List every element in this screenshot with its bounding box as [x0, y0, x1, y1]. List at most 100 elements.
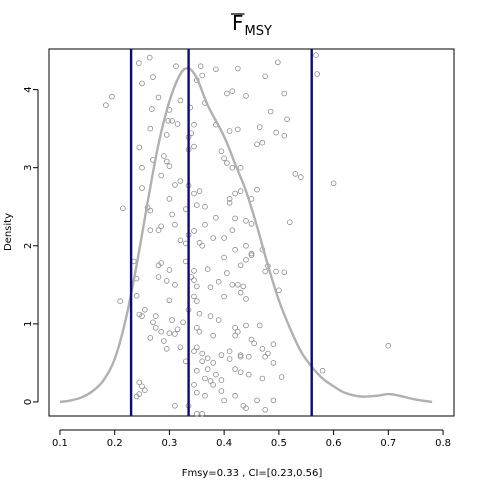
data-point — [262, 406, 269, 413]
data-point — [224, 160, 230, 166]
data-point — [210, 360, 217, 366]
data-point — [256, 322, 263, 329]
data-point — [146, 54, 153, 61]
data-point — [237, 164, 244, 171]
data-point — [237, 188, 244, 194]
data-point — [221, 293, 227, 300]
y-tick-label: 0 — [23, 399, 34, 405]
data-point — [163, 278, 170, 284]
data-point — [297, 174, 304, 180]
data-point — [292, 171, 299, 177]
data-point — [221, 254, 227, 261]
data-point — [194, 324, 200, 331]
data-point — [180, 319, 186, 326]
data-point — [109, 93, 115, 100]
data-point — [103, 102, 109, 108]
data-point — [177, 178, 184, 184]
data-point — [385, 342, 392, 349]
data-point — [199, 358, 206, 365]
data-point — [273, 268, 279, 275]
data-point — [191, 293, 197, 300]
data-point — [196, 328, 203, 335]
data-point — [254, 397, 260, 404]
data-point — [229, 281, 236, 288]
data-point — [243, 405, 249, 412]
data-point — [133, 393, 140, 400]
data-point — [243, 93, 249, 99]
data-point — [232, 324, 238, 331]
data-point — [199, 72, 206, 79]
data-point — [147, 207, 154, 214]
data-point — [142, 306, 148, 313]
data-point — [199, 410, 206, 417]
data-point — [235, 281, 241, 288]
data-point — [173, 63, 179, 69]
data-point — [313, 52, 319, 58]
chart-title: F MSY — [231, 11, 272, 39]
data-point — [136, 144, 143, 151]
x-axis: 0.1 0.2 0.3 0.4 0.5 0.6 0.7 0.8 — [52, 429, 451, 449]
data-point — [270, 341, 277, 348]
data-point — [197, 63, 204, 69]
data-point — [177, 237, 184, 244]
data-point — [210, 332, 217, 339]
x-axis-label: Fmsy=0.33 , CI=[0.23,0.56] — [182, 468, 323, 479]
data-point — [256, 124, 263, 130]
x-tick-label: 0.1 — [52, 438, 68, 449]
data-point — [191, 381, 197, 388]
data-point — [196, 239, 203, 246]
data-point — [319, 367, 326, 374]
data-point — [232, 392, 238, 399]
data-point — [174, 326, 181, 333]
data-point — [194, 410, 200, 417]
data-point — [139, 80, 145, 87]
data-point — [274, 59, 281, 66]
data-point — [243, 256, 249, 263]
data-point — [166, 267, 173, 273]
data-point — [139, 313, 145, 319]
data-point — [262, 268, 269, 275]
data-point — [246, 353, 252, 360]
data-point — [237, 353, 244, 360]
data-point — [237, 352, 244, 358]
x-tick-label: 0.4 — [216, 438, 232, 449]
data-point — [191, 267, 197, 274]
data-point — [177, 344, 184, 351]
data-point — [155, 94, 162, 101]
data-point — [172, 182, 178, 188]
data-point — [165, 118, 172, 124]
data-point — [172, 402, 178, 409]
data-point — [259, 375, 266, 382]
data-point — [136, 379, 143, 386]
data-point — [202, 221, 208, 228]
data-point — [229, 227, 236, 234]
data-point — [207, 378, 214, 384]
data-point — [133, 292, 140, 299]
data-point — [202, 392, 208, 399]
plot-frame — [48, 48, 455, 417]
data-point — [207, 284, 214, 291]
data-point — [191, 190, 197, 197]
data-point — [147, 335, 154, 341]
data-point — [166, 163, 173, 169]
data-point — [169, 118, 175, 124]
data-point — [226, 128, 233, 134]
data-point — [232, 190, 238, 197]
data-point — [224, 90, 230, 97]
data-point — [224, 270, 230, 276]
data-point — [226, 348, 233, 355]
data-point — [152, 324, 159, 331]
data-point — [281, 269, 288, 276]
data-point — [213, 66, 219, 73]
data-point — [150, 74, 156, 80]
data-point — [210, 235, 217, 241]
x-tick-label: 0.7 — [380, 438, 396, 449]
data-point — [226, 196, 233, 202]
data-point — [221, 235, 227, 241]
density-curve — [59, 67, 433, 404]
data-point — [284, 116, 290, 123]
density-curve-layer — [59, 67, 433, 404]
data-point — [194, 344, 200, 351]
data-point — [232, 246, 238, 253]
